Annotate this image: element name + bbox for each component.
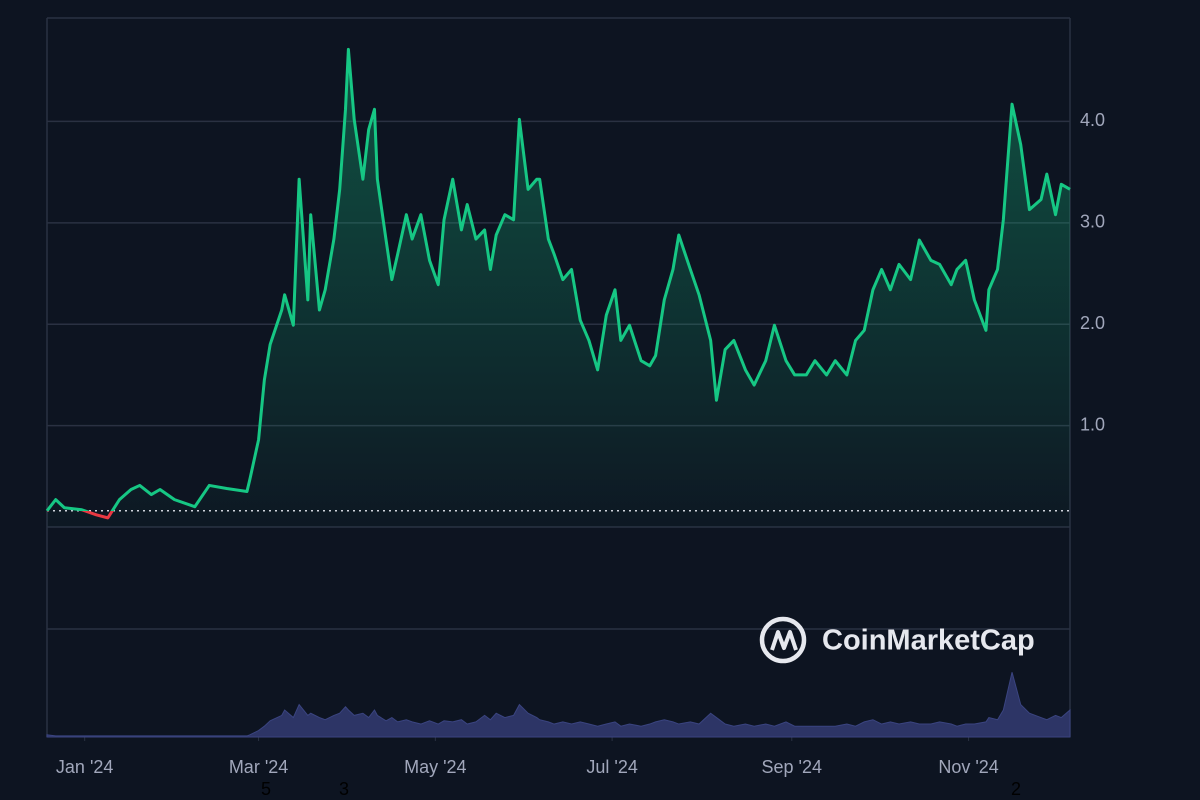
volume-area — [46, 672, 1071, 738]
price-area — [47, 49, 1070, 527]
bottom-label: 3 — [339, 779, 349, 799]
y-tick-label: 2.0 — [1080, 313, 1105, 333]
watermark: CoinMarketCap — [759, 616, 1035, 664]
x-tick-label: Jan '24 — [56, 757, 113, 777]
y-tick-label: 4.0 — [1080, 110, 1105, 130]
price-line — [45, 47, 1071, 520]
x-tick-label: May '24 — [404, 757, 466, 777]
logo-m — [770, 630, 798, 651]
x-tick-label: Mar '24 — [229, 757, 288, 777]
x-tick-label: Jul '24 — [586, 757, 637, 777]
y-tick-label: 1.0 — [1080, 414, 1105, 434]
y-tick-label: 3.0 — [1080, 212, 1105, 232]
bottom-label: 5 — [261, 779, 271, 799]
x-tick-label: Sep '24 — [762, 757, 823, 777]
bottom-label: 2 — [1011, 779, 1021, 799]
logo-ring — [759, 616, 807, 664]
watermark-text: CoinMarketCap — [822, 625, 1035, 657]
x-tick-label: Nov '24 — [938, 757, 998, 777]
